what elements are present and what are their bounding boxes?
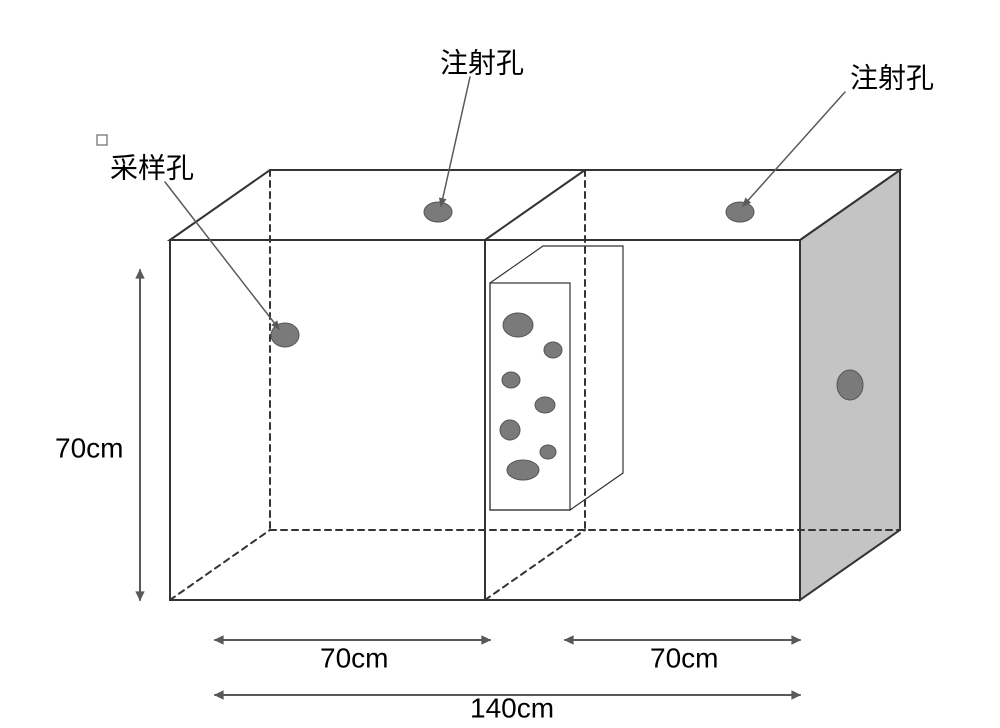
plate-hole: [544, 342, 562, 358]
plate-hole: [507, 460, 539, 480]
label-injection-top: 注射孔: [440, 47, 524, 78]
dim-width-full: 140cm: [470, 692, 554, 723]
injection-hole-right-top: [726, 202, 754, 222]
side-hole: [837, 370, 863, 400]
plate-hole: [535, 397, 555, 413]
plate-hole: [502, 372, 520, 388]
plate-hole: [540, 445, 556, 459]
injection-hole-top: [424, 202, 452, 222]
dim-width-right: 70cm: [650, 642, 718, 673]
label-injection-right: 注射孔: [850, 62, 934, 93]
plate-hole: [503, 313, 533, 337]
label-sampling: 采样孔: [110, 152, 194, 183]
plate-hole: [500, 420, 520, 440]
dim-width-left: 70cm: [320, 642, 388, 673]
dim-height: 70cm: [55, 432, 123, 463]
